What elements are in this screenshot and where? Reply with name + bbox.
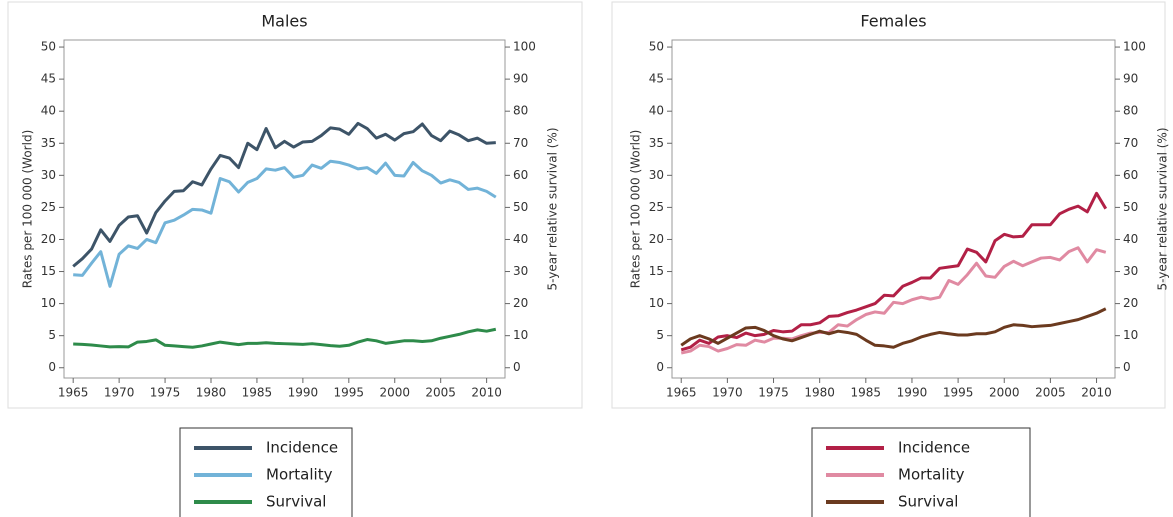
x-tick-label: 2010 bbox=[471, 386, 502, 400]
y-axis-title: Rates per 100 000 (World) bbox=[629, 130, 643, 289]
y2-tick-label: 60 bbox=[513, 168, 528, 182]
x-tick-label: 1980 bbox=[196, 386, 227, 400]
panel-frame bbox=[7, 1, 583, 409]
y-tick-label: 0 bbox=[48, 360, 56, 374]
legend-label: Survival bbox=[898, 493, 958, 511]
y2-tick-label: 80 bbox=[1123, 104, 1138, 118]
y-tick-label: 15 bbox=[41, 264, 56, 278]
series-line bbox=[72, 121, 496, 268]
legend-box bbox=[179, 427, 353, 517]
y-tick-label: 30 bbox=[649, 168, 664, 182]
y-axis-title: Rates per 100 000 (World) bbox=[21, 130, 35, 289]
y-tick-label: 0 bbox=[656, 360, 664, 374]
y-tick-label: 20 bbox=[649, 232, 664, 246]
y-tick-label: 25 bbox=[41, 200, 56, 214]
y-tick-label: 20 bbox=[41, 232, 56, 246]
plot-area bbox=[63, 39, 506, 379]
legend-label: Incidence bbox=[266, 439, 338, 457]
y2-tick-label: 70 bbox=[1123, 136, 1138, 150]
y-tick-label: 30 bbox=[41, 168, 56, 182]
y-tick-label: 35 bbox=[649, 136, 664, 150]
y-tick-label: 45 bbox=[649, 72, 664, 86]
y-tick-label: 40 bbox=[649, 104, 664, 118]
x-tick-label: 1975 bbox=[758, 386, 789, 400]
y2-tick-label: 20 bbox=[513, 296, 528, 310]
y2-tick-label: 20 bbox=[1123, 296, 1138, 310]
chart-title: Females bbox=[860, 12, 926, 31]
x-tick-label: 1990 bbox=[288, 386, 319, 400]
legend-label: Incidence bbox=[898, 439, 970, 457]
y2-tick-label: 30 bbox=[1123, 264, 1138, 278]
x-tick-label: 1965 bbox=[666, 386, 697, 400]
plot-area bbox=[671, 39, 1116, 379]
x-tick-label: 1980 bbox=[804, 386, 835, 400]
y-tick-label: 15 bbox=[649, 264, 664, 278]
legend-label: Mortality bbox=[266, 466, 333, 484]
y-tick-label: 10 bbox=[41, 296, 56, 310]
y2-tick-label: 90 bbox=[1123, 72, 1138, 86]
x-tick-label: 1965 bbox=[58, 386, 89, 400]
x-tick-label: 1970 bbox=[104, 386, 135, 400]
y-tick-label: 5 bbox=[656, 328, 664, 342]
y-tick-label: 35 bbox=[41, 136, 56, 150]
x-tick-label: 2010 bbox=[1081, 386, 1112, 400]
y2-tick-label: 80 bbox=[513, 104, 528, 118]
x-tick-label: 1985 bbox=[851, 386, 882, 400]
y-tick-label: 50 bbox=[41, 40, 56, 54]
x-tick-label: 1985 bbox=[242, 386, 273, 400]
y-tick-label: 50 bbox=[649, 40, 664, 54]
y2-axis-title: 5-year relative survival (%) bbox=[546, 127, 560, 290]
y2-tick-label: 50 bbox=[1123, 200, 1138, 214]
x-tick-label: 1990 bbox=[897, 386, 928, 400]
y2-tick-label: 30 bbox=[513, 264, 528, 278]
legend-label: Mortality bbox=[898, 466, 965, 484]
series-line bbox=[680, 191, 1108, 352]
x-tick-label: 2005 bbox=[425, 386, 456, 400]
y2-tick-label: 90 bbox=[513, 72, 528, 86]
y2-tick-label: 10 bbox=[513, 328, 528, 342]
x-tick-label: 1995 bbox=[334, 386, 365, 400]
legend-label: Survival bbox=[266, 493, 326, 511]
chart-title: Males bbox=[261, 12, 307, 31]
y2-tick-label: 40 bbox=[513, 232, 528, 246]
panel-frame bbox=[611, 1, 1166, 409]
y2-tick-label: 70 bbox=[513, 136, 528, 150]
y2-tick-label: 100 bbox=[513, 40, 536, 54]
series-line bbox=[73, 159, 497, 288]
y-tick-label: 5 bbox=[48, 328, 56, 342]
x-tick-label: 2000 bbox=[989, 386, 1020, 400]
y2-tick-label: 10 bbox=[1123, 328, 1138, 342]
x-tick-label: 2000 bbox=[379, 386, 410, 400]
x-tick-label: 1970 bbox=[712, 386, 743, 400]
x-tick-label: 1975 bbox=[150, 386, 181, 400]
y2-tick-label: 60 bbox=[1123, 168, 1138, 182]
y-tick-label: 40 bbox=[41, 104, 56, 118]
x-tick-label: 2005 bbox=[1035, 386, 1066, 400]
y2-tick-label: 0 bbox=[1123, 360, 1131, 374]
y-tick-label: 45 bbox=[41, 72, 56, 86]
y2-tick-label: 50 bbox=[513, 200, 528, 214]
y2-axis-title: 5-year relative survival (%) bbox=[1156, 127, 1170, 290]
y2-tick-label: 0 bbox=[513, 360, 521, 374]
series-line bbox=[680, 246, 1107, 355]
series-line bbox=[680, 307, 1107, 349]
series-line bbox=[73, 327, 497, 349]
y-tick-label: 10 bbox=[649, 296, 664, 310]
x-tick-label: 1995 bbox=[943, 386, 974, 400]
y2-tick-label: 100 bbox=[1123, 40, 1146, 54]
y-tick-label: 25 bbox=[649, 200, 664, 214]
y2-tick-label: 40 bbox=[1123, 232, 1138, 246]
